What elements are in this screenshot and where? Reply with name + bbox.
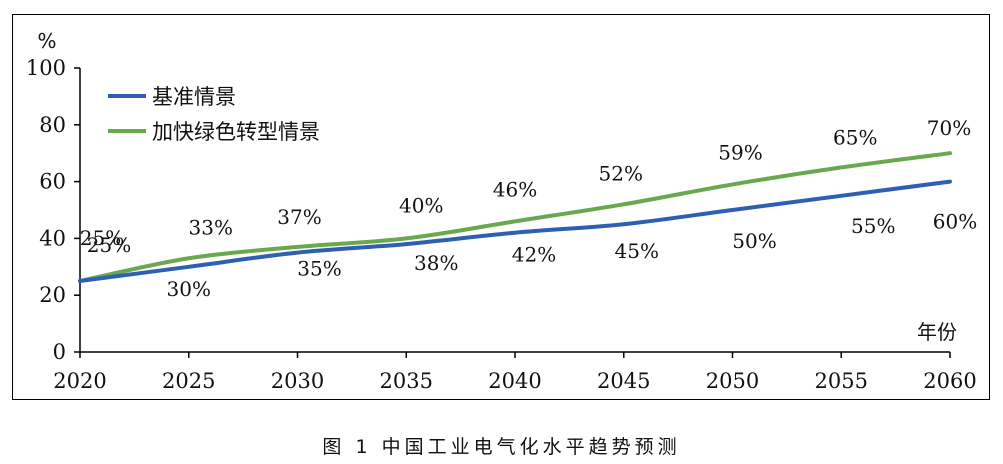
data-label-baseline: 38% [414, 251, 458, 275]
data-label-green-transition: 70% [927, 116, 971, 140]
y-tick-label: 20 [39, 283, 66, 307]
data-label-green-transition: 33% [189, 215, 233, 239]
series-line-green-transition [78, 151, 952, 283]
x-tick-label: 2045 [597, 369, 650, 393]
data-label-baseline: 45% [615, 239, 659, 263]
y-tick-label: 40 [39, 226, 66, 250]
data-label-green-transition: 40% [399, 193, 443, 217]
x-tick-label: 2030 [271, 369, 324, 393]
data-label-green-transition: 46% [493, 177, 537, 201]
data-label-green-transition: 52% [599, 161, 643, 185]
x-axis-label: 年份 [917, 320, 957, 344]
data-label-green-transition: 59% [718, 140, 762, 164]
x-tick-label: 2050 [706, 369, 759, 393]
data-label-green-transition: 65% [833, 125, 877, 149]
series-line-baseline [78, 179, 952, 283]
data-label-baseline: 30% [167, 277, 211, 301]
y-tick-label: 60 [39, 170, 66, 194]
data-label-baseline: 25% [80, 226, 124, 250]
x-tick-label: 2055 [815, 369, 868, 393]
data-label-baseline: 42% [512, 243, 556, 267]
x-tick-label: 2060 [923, 369, 976, 393]
chart-frame [12, 14, 990, 400]
x-tick-label: 2025 [162, 369, 215, 393]
data-label-baseline: 35% [297, 257, 341, 281]
data-label-baseline: 55% [851, 214, 895, 238]
x-tick-label: 2020 [53, 369, 106, 393]
figure-caption: 图 1 中国工业电气化水平趋势预测 [322, 436, 681, 458]
data-label-baseline: 50% [732, 229, 776, 253]
data-label-baseline: 60% [933, 210, 977, 234]
y-axis-label: % [37, 29, 56, 53]
data-label-green-transition: 37% [277, 205, 321, 229]
legend-label: 加快绿色转型情景 [152, 120, 320, 144]
x-tick-label: 2035 [380, 369, 433, 393]
legend-label: 基准情景 [152, 85, 236, 109]
x-tick-label: 2040 [488, 369, 541, 393]
y-tick-label: 100 [26, 56, 66, 80]
data-label-green-transition: 25% [87, 233, 131, 257]
y-tick-label: 0 [53, 340, 66, 364]
y-tick-label: 80 [39, 113, 66, 137]
